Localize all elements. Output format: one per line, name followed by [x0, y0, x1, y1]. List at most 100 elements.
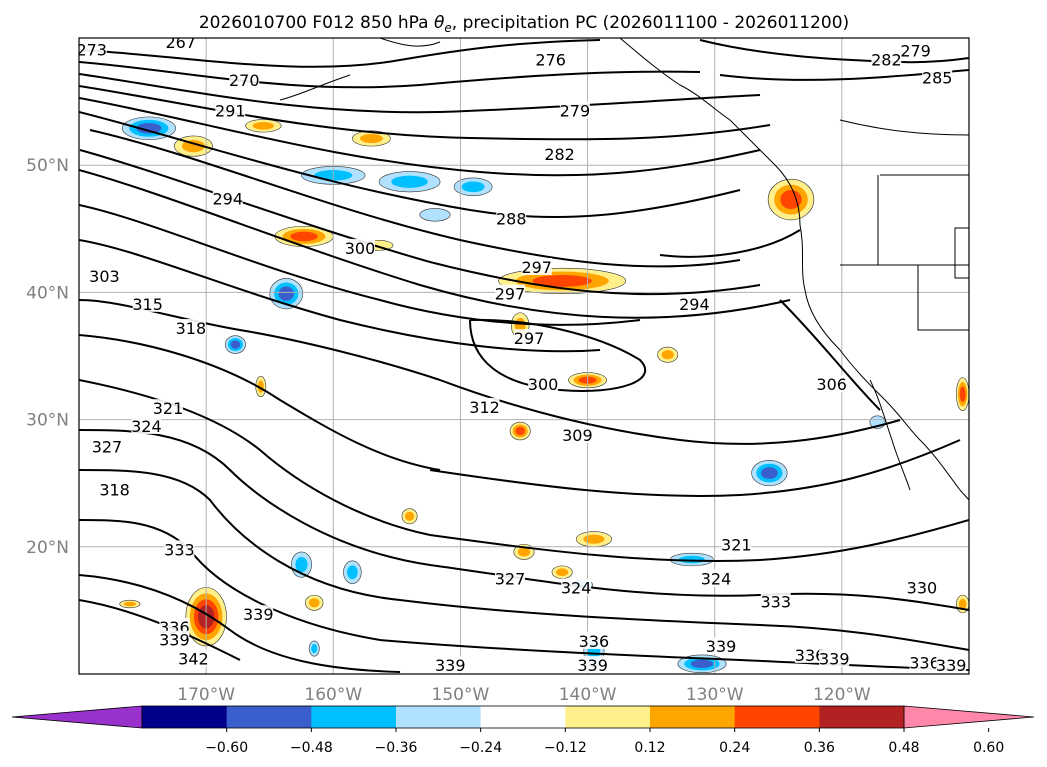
coastline	[279, 38, 969, 501]
contour-label-text: 294	[679, 295, 710, 314]
contour-label: 339	[819, 649, 850, 669]
colorbar-tick-label: −0.48	[290, 740, 333, 756]
colorbar-extend-low	[11, 705, 143, 729]
contour-label-text: 327	[495, 570, 526, 589]
colorbar-swatch	[396, 706, 482, 728]
contour-label-text: 339	[577, 656, 608, 675]
precip-blob	[305, 594, 324, 611]
contour-label-bg	[243, 605, 274, 623]
colorbar-swatch	[142, 706, 228, 728]
contour-label: 333	[760, 592, 791, 611]
precip-blob-level	[347, 565, 358, 580]
precip-blob	[308, 640, 320, 657]
contour-label-bg	[819, 649, 850, 667]
lon-tick-label: 170°W	[177, 685, 235, 705]
lat-tick-label: 20°N	[26, 538, 69, 558]
contour-label-bg	[760, 592, 791, 610]
contour-label-text: 321	[721, 535, 752, 554]
precip-blob-level	[290, 231, 318, 242]
chart-title: 2026010700 F012 850 hPa θe, precipitatio…	[199, 13, 849, 35]
contour-label-text: 279	[900, 42, 931, 61]
contour-label: 270	[229, 70, 260, 90]
colorbar: −0.60 −0.48 −0.36 −0.24 −0.12 0.12 0.24 0.36 0.4…	[11, 705, 1035, 756]
precip-blob	[119, 599, 141, 609]
contour-label-bg	[535, 50, 566, 68]
contour-label-bg	[215, 101, 246, 119]
contour-label-text: 288	[496, 210, 527, 229]
precip-blob-level	[359, 133, 383, 144]
contour-label-bg	[91, 437, 122, 455]
contour-label-text: 324	[561, 579, 592, 598]
contour-label: 336	[579, 631, 609, 651]
contour-label-bg	[816, 374, 847, 392]
contour-label-text: 297	[521, 258, 552, 277]
contour-label-text: 333	[164, 540, 195, 559]
contour-label-text: 339	[706, 637, 737, 656]
contour-label-bg	[528, 374, 559, 392]
colorbar-tick-label: 0.60	[973, 740, 1004, 756]
contour-label: 282	[871, 50, 902, 70]
contour-label: 339	[706, 637, 737, 656]
contour-label: 288	[496, 209, 527, 229]
contour-label-text: 291	[215, 102, 246, 121]
contour-label-text: 282	[544, 145, 575, 164]
lat-tick-label: 50°N	[26, 156, 69, 176]
precip-blob	[955, 377, 969, 411]
map-background	[79, 38, 969, 674]
colorbar-tick-label: −0.12	[544, 740, 587, 756]
precip-blob-level	[958, 598, 967, 610]
colorbar-tick-label: −0.36	[375, 740, 418, 756]
contour-label-bg	[469, 397, 500, 415]
contour-label-bg	[795, 645, 826, 663]
contour-label-bg	[159, 630, 190, 648]
precip-blob-level	[419, 208, 451, 222]
contour-label-text: 327	[92, 437, 123, 456]
contour-label: 279	[900, 41, 931, 61]
contour-label-text: 270	[229, 71, 260, 90]
lon-tick-label: 120°W	[813, 685, 871, 705]
contour-label-text: 336	[909, 654, 940, 673]
contour-label-text: 321	[153, 399, 184, 418]
contour-label-bg	[229, 70, 260, 88]
contour-label: 321	[721, 535, 752, 554]
contour-label: 333	[164, 540, 195, 559]
precip-blob	[274, 225, 334, 247]
contour-label-bg	[99, 480, 130, 498]
contour-label-text: 297	[514, 329, 545, 348]
precip-blob	[224, 335, 246, 354]
precip-blob-level	[295, 556, 308, 573]
precip-blob-level	[690, 659, 714, 668]
contour-label-bg	[132, 294, 163, 312]
contour-label-text: 339	[819, 650, 850, 669]
contour-label-text: 297	[495, 285, 526, 304]
colorbar-tick-label: 0.36	[804, 740, 835, 756]
precip-blob-level	[556, 568, 569, 577]
contour-label: 291	[215, 101, 246, 121]
theta-e-contours	[79, 39, 969, 673]
contour-label: 339	[936, 656, 967, 675]
contour-label: 306	[816, 374, 847, 394]
precip-blob	[575, 531, 613, 548]
contour-label-text: 306	[816, 375, 847, 394]
contour-label-text: 294	[212, 189, 243, 208]
contour-label: 342	[178, 649, 209, 669]
contour-label-bg	[212, 189, 243, 207]
lon-tick-label: 140°W	[559, 685, 617, 705]
title-tail: , precipitation PC (2026011100 - 2026011…	[452, 13, 849, 33]
contour-label: 267	[165, 38, 196, 52]
contour-label-bg	[559, 101, 590, 119]
contour-label: 336	[909, 653, 940, 673]
colorbar-swatch	[311, 706, 397, 728]
contour-label-bg	[153, 399, 183, 417]
colorbar-swatch	[734, 706, 820, 728]
contour-label: 327	[495, 569, 526, 589]
contour-label: 318	[99, 480, 130, 500]
contour-label: 315	[132, 294, 163, 314]
precip-blob	[751, 460, 788, 487]
title-theta: θ	[434, 13, 445, 33]
contour-label-text: 339	[936, 656, 967, 675]
contour-label: 294	[679, 294, 710, 314]
contour-label: 339	[435, 656, 466, 674]
contour-label: 327	[91, 437, 123, 456]
title-lead: 2026010700 F012 850 hPa	[199, 13, 434, 33]
